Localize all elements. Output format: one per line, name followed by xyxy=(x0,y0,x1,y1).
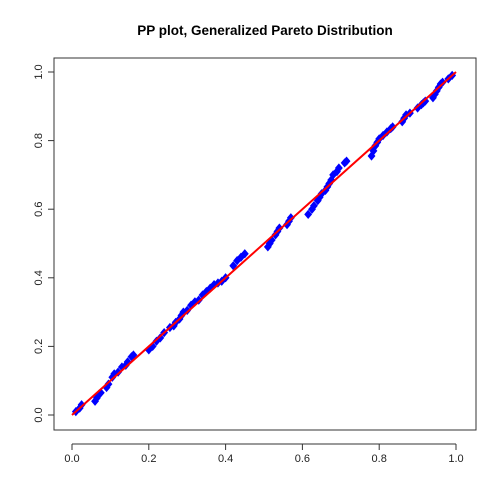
x-tick-label: 0.0 xyxy=(64,453,79,465)
data-point xyxy=(304,209,313,219)
y-tick-label: 0.0 xyxy=(33,407,45,422)
x-tick-label: 0.2 xyxy=(141,453,156,465)
x-tick-label: 1.0 xyxy=(448,453,463,465)
x-tick-label: 0.6 xyxy=(295,453,310,465)
y-tick-label: 0.4 xyxy=(33,270,45,285)
y-tick-label: 0.8 xyxy=(33,133,45,148)
y-tick-label: 1.0 xyxy=(33,64,45,79)
x-axis: 0.0 0.2 0.4 0.6 0.8 1.0 xyxy=(64,443,464,465)
y-axis: 0.0 0.2 0.4 0.6 0.8 1.0 xyxy=(33,64,55,423)
data-point xyxy=(240,249,249,259)
y-tick-label: 0.6 xyxy=(33,202,45,217)
data-point xyxy=(334,163,343,173)
y-tick-label: 0.2 xyxy=(33,339,45,354)
reference-line xyxy=(71,71,457,416)
data-point xyxy=(342,156,351,166)
chart-title: PP plot, Generalized Pareto Distribution xyxy=(137,23,393,38)
x-tick-label: 0.8 xyxy=(372,453,387,465)
points-layer xyxy=(71,70,457,417)
data-point xyxy=(309,201,318,211)
x-tick-label: 0.4 xyxy=(218,453,233,465)
reference-line-layer xyxy=(71,71,457,416)
